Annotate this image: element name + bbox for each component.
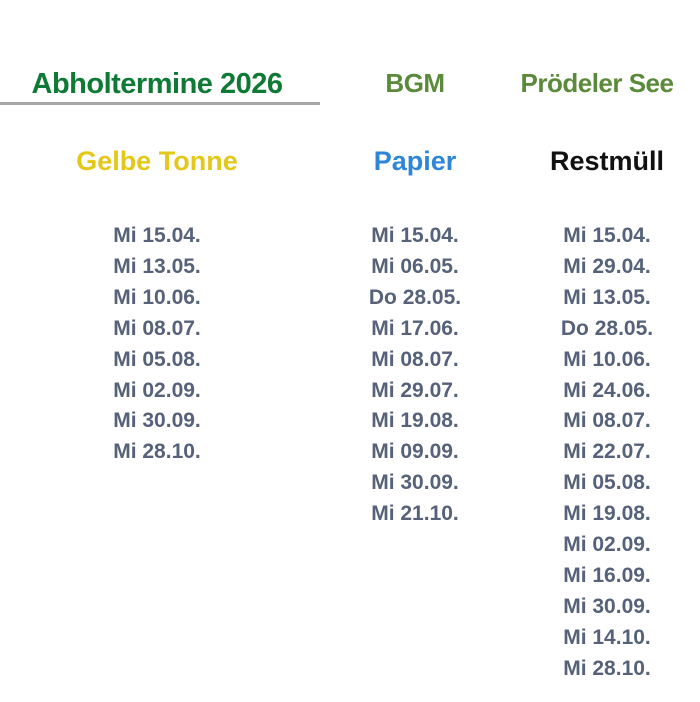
pickup-date: Mi 17.06. [371,316,459,340]
pickup-date: Mi 02.09. [113,378,201,402]
pickup-date: Mi 24.06. [563,378,651,402]
pickup-date: Mi 15.04. [113,224,201,247]
title-underline [0,102,320,105]
pickup-date: Mi 08.07. [371,347,459,371]
pickup-date: Mi 29.04. [563,254,651,278]
dates-restmuell: Mi 15.04. Mi 29.04. Mi 13.05. Do 28.05. Mi 1… [561,221,653,685]
pickup-date: Mi 30.09. [113,409,201,433]
column-header-restmuell: Restmüll [549,146,665,176]
pickup-date: Mi 19.08. [563,502,651,526]
pickup-date: Do 28.05. [368,285,462,309]
pickup-date: Mi 14.10. [563,625,651,649]
pickup-date: Mi 13.05. [113,254,201,278]
pickup-date: Mi 10.06. [563,347,651,371]
pickup-date: Mi 16.09. [563,563,651,587]
pickup-date: Do 28.05. [560,316,654,340]
pickup-date: Mi 05.08. [563,471,651,495]
pickup-date: Mi 19.08. [371,409,459,433]
pickup-date: Mi 06.05. [371,254,459,278]
pickup-date: Mi 21.10. [371,502,459,526]
pickup-date: Mi 10.06. [113,285,201,309]
pickup-date: Mi 08.07. [563,409,651,433]
pickup-date: Mi 28.10. [113,440,201,464]
pickup-date: Mi 09.09. [371,440,459,464]
dates-gelbe-tonne: Mi 15.04. Mi 13.05. Mi 10.06. Mi 08.07. Mi 0… [113,221,201,468]
pickup-date: Mi 30.09. [371,471,459,495]
pickup-date: Mi 29.07. [371,378,459,402]
column-header-papier: Papier [373,146,457,176]
location-proedeler-see: Prödeler See [520,68,674,98]
dates-papier: Mi 15.04. Mi 06.05. Do 28.05. Mi 17.06. Mi 0… [369,221,461,530]
pickup-date: Mi 28.10. [563,656,651,680]
pickup-date: Mi 15.04. [563,224,651,247]
pickup-date: Mi 15.04. [371,224,459,247]
pickup-date: Mi 02.09. [563,533,651,557]
location-bgm: BGM [385,68,445,98]
column-header-gelbe-tonne: Gelbe Tonne [76,146,238,176]
pickup-date: Mi 05.08. [113,347,201,371]
pickup-date: Mi 22.07. [563,440,651,464]
page-title: Abholtermine 2026 [31,68,283,100]
pickup-date: Mi 13.05. [563,285,651,309]
pickup-date: Mi 30.09. [563,594,651,618]
pickup-date: Mi 08.07. [113,316,201,340]
